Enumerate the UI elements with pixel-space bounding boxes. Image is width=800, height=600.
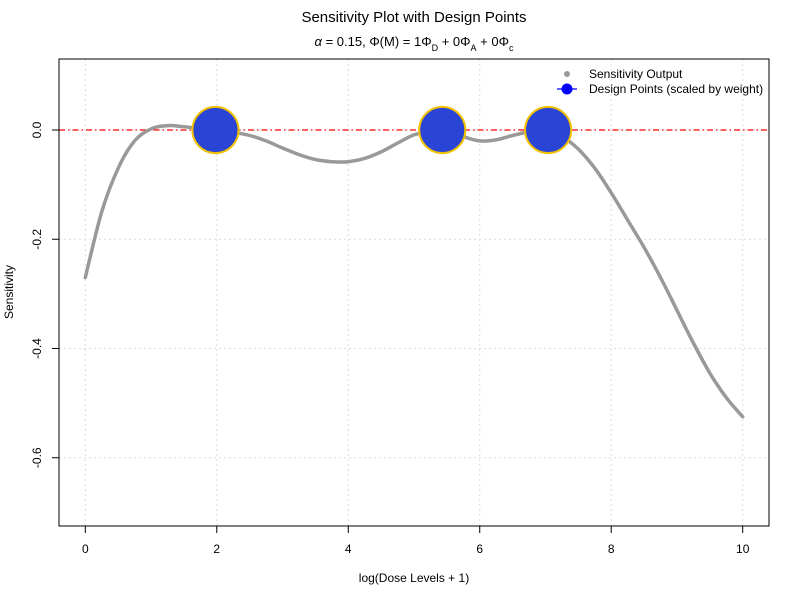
subtitle-plus-c: + 0Φ <box>477 34 509 49</box>
x-tick-label-5: 10 <box>736 542 750 556</box>
x-axis-label: log(Dose Levels + 1) <box>359 571 469 585</box>
x-tick-label-1: 2 <box>213 542 220 556</box>
x-tick-label-3: 6 <box>476 542 483 556</box>
y-tick-label-1: -0.2 <box>30 229 44 250</box>
subtitle-plus-a: + 0Φ <box>438 34 470 49</box>
x-tick-label-4: 8 <box>608 542 615 556</box>
chart-title: Sensitivity Plot with Design Points <box>301 9 526 26</box>
subtitle-sub-a: A <box>471 43 477 53</box>
subtitle-alpha: α <box>315 34 323 49</box>
design-point-3 <box>524 105 573 155</box>
x-tick-label-0: 0 <box>82 542 89 556</box>
legend-sensitivity-marker <box>564 71 570 77</box>
y-tick-label-3: -0.6 <box>30 447 44 468</box>
subtitle-alpha-value: = 0.15, <box>322 34 369 49</box>
subtitle-sub-c: c <box>509 43 514 53</box>
grid-lines <box>59 59 769 526</box>
y-axis-label: Sensitivity <box>2 265 16 319</box>
legend-design-marker <box>561 83 573 95</box>
subtitle-sub-d: D <box>432 43 439 53</box>
legend-design-label: Design Points (scaled by weight) <box>589 82 763 96</box>
design-points <box>191 105 573 155</box>
design-point-1 <box>191 105 240 155</box>
design-point-2 <box>418 105 467 155</box>
subtitle-phi: Φ(M) = 1Φ <box>369 34 431 49</box>
y-tick-label-2: -0.4 <box>30 338 44 359</box>
legend: Sensitivity Output Design Points (scaled… <box>557 67 763 96</box>
x-tick-label-2: 4 <box>345 542 352 556</box>
x-axis-ticks: 0 2 4 6 8 10 <box>82 525 750 556</box>
plot-frame <box>58 58 770 527</box>
y-axis-ticks: 0.0 -0.2 -0.4 -0.6 <box>30 121 59 468</box>
chart-subtitle: α = 0.15, Φ(M) = 1ΦD + 0ΦA + 0Φc <box>315 34 514 53</box>
legend-sensitivity-label: Sensitivity Output <box>589 67 683 81</box>
sensitivity-curve <box>83 123 745 419</box>
y-tick-label-0: 0.0 <box>30 121 44 138</box>
